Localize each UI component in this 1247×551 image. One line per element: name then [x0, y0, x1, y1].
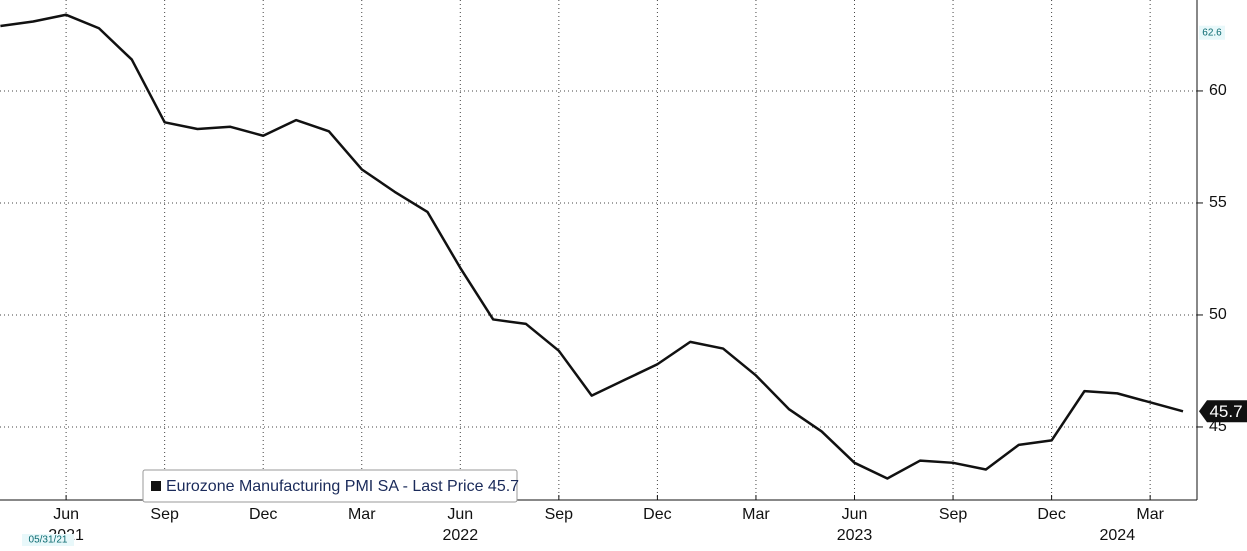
axis-marker-label: 62.6: [1202, 27, 1222, 38]
axis-marker-bg: [1199, 25, 1225, 40]
year-label: 2023: [837, 527, 873, 544]
x-tick-label: Jun: [447, 506, 473, 523]
legend-box: [142, 469, 518, 503]
y-tick-label: 45: [1209, 418, 1227, 435]
x-tick-label: Mar: [742, 506, 770, 523]
x-tick-label: Mar: [1136, 506, 1164, 523]
x-tick-label: Dec: [1037, 506, 1065, 523]
last-price-tag: [1199, 400, 1247, 423]
date-label-bg: [22, 534, 74, 546]
date-label: 05/31/21: [29, 535, 68, 546]
legend-label: Eurozone Manufacturing PMI SA - Last Pri…: [166, 478, 519, 495]
x-tick-label: Jun: [53, 506, 79, 523]
y-tick-label: 55: [1209, 194, 1227, 211]
year-label: 2022: [443, 527, 479, 544]
y-tick-label: 50: [1209, 306, 1227, 323]
x-tick-label: Dec: [643, 506, 671, 523]
series-line: [0, 13, 1184, 480]
legend-swatch: [151, 481, 161, 491]
x-tick-label: Mar: [348, 506, 376, 523]
year-label: 2024: [1100, 527, 1136, 544]
x-tick-label: Sep: [939, 506, 968, 523]
y-tick-label: 60: [1209, 82, 1227, 99]
x-tick-label: Sep: [150, 506, 179, 523]
x-tick-label: Sep: [545, 506, 574, 523]
last-price-label: 45.7: [1209, 402, 1242, 421]
x-tick-label: Dec: [249, 506, 277, 523]
x-tick-label: Jun: [842, 506, 868, 523]
